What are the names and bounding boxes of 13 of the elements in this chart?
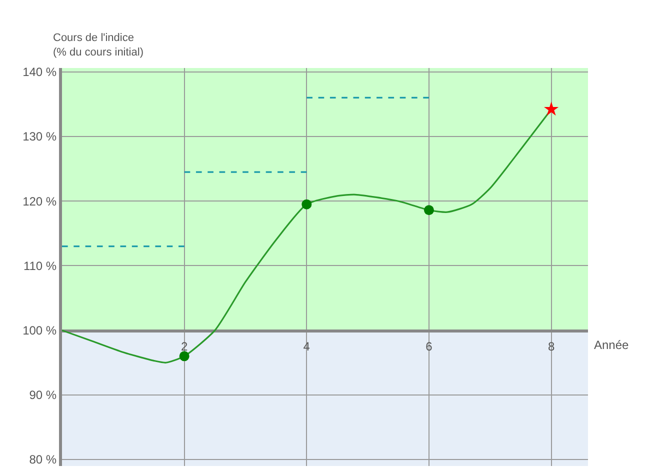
point (302, 199, 312, 210)
y-tick-label: 80 % (29, 452, 57, 467)
y-axis-title: Cours de l'indice (% du cours initial) (53, 32, 144, 58)
point (544, 102, 559, 116)
x-axis-title: Année (594, 338, 630, 352)
y-tick-label: 90 % (29, 388, 57, 402)
y-tick-label: 110 % (23, 258, 57, 273)
y-tick-label: 120 % (22, 194, 57, 208)
y-tick-label: 140 % (22, 65, 57, 80)
y-tick-label: 130 % (22, 130, 57, 144)
point (179, 351, 190, 362)
point (424, 205, 434, 216)
y-tick-label: 100 % (22, 324, 57, 338)
